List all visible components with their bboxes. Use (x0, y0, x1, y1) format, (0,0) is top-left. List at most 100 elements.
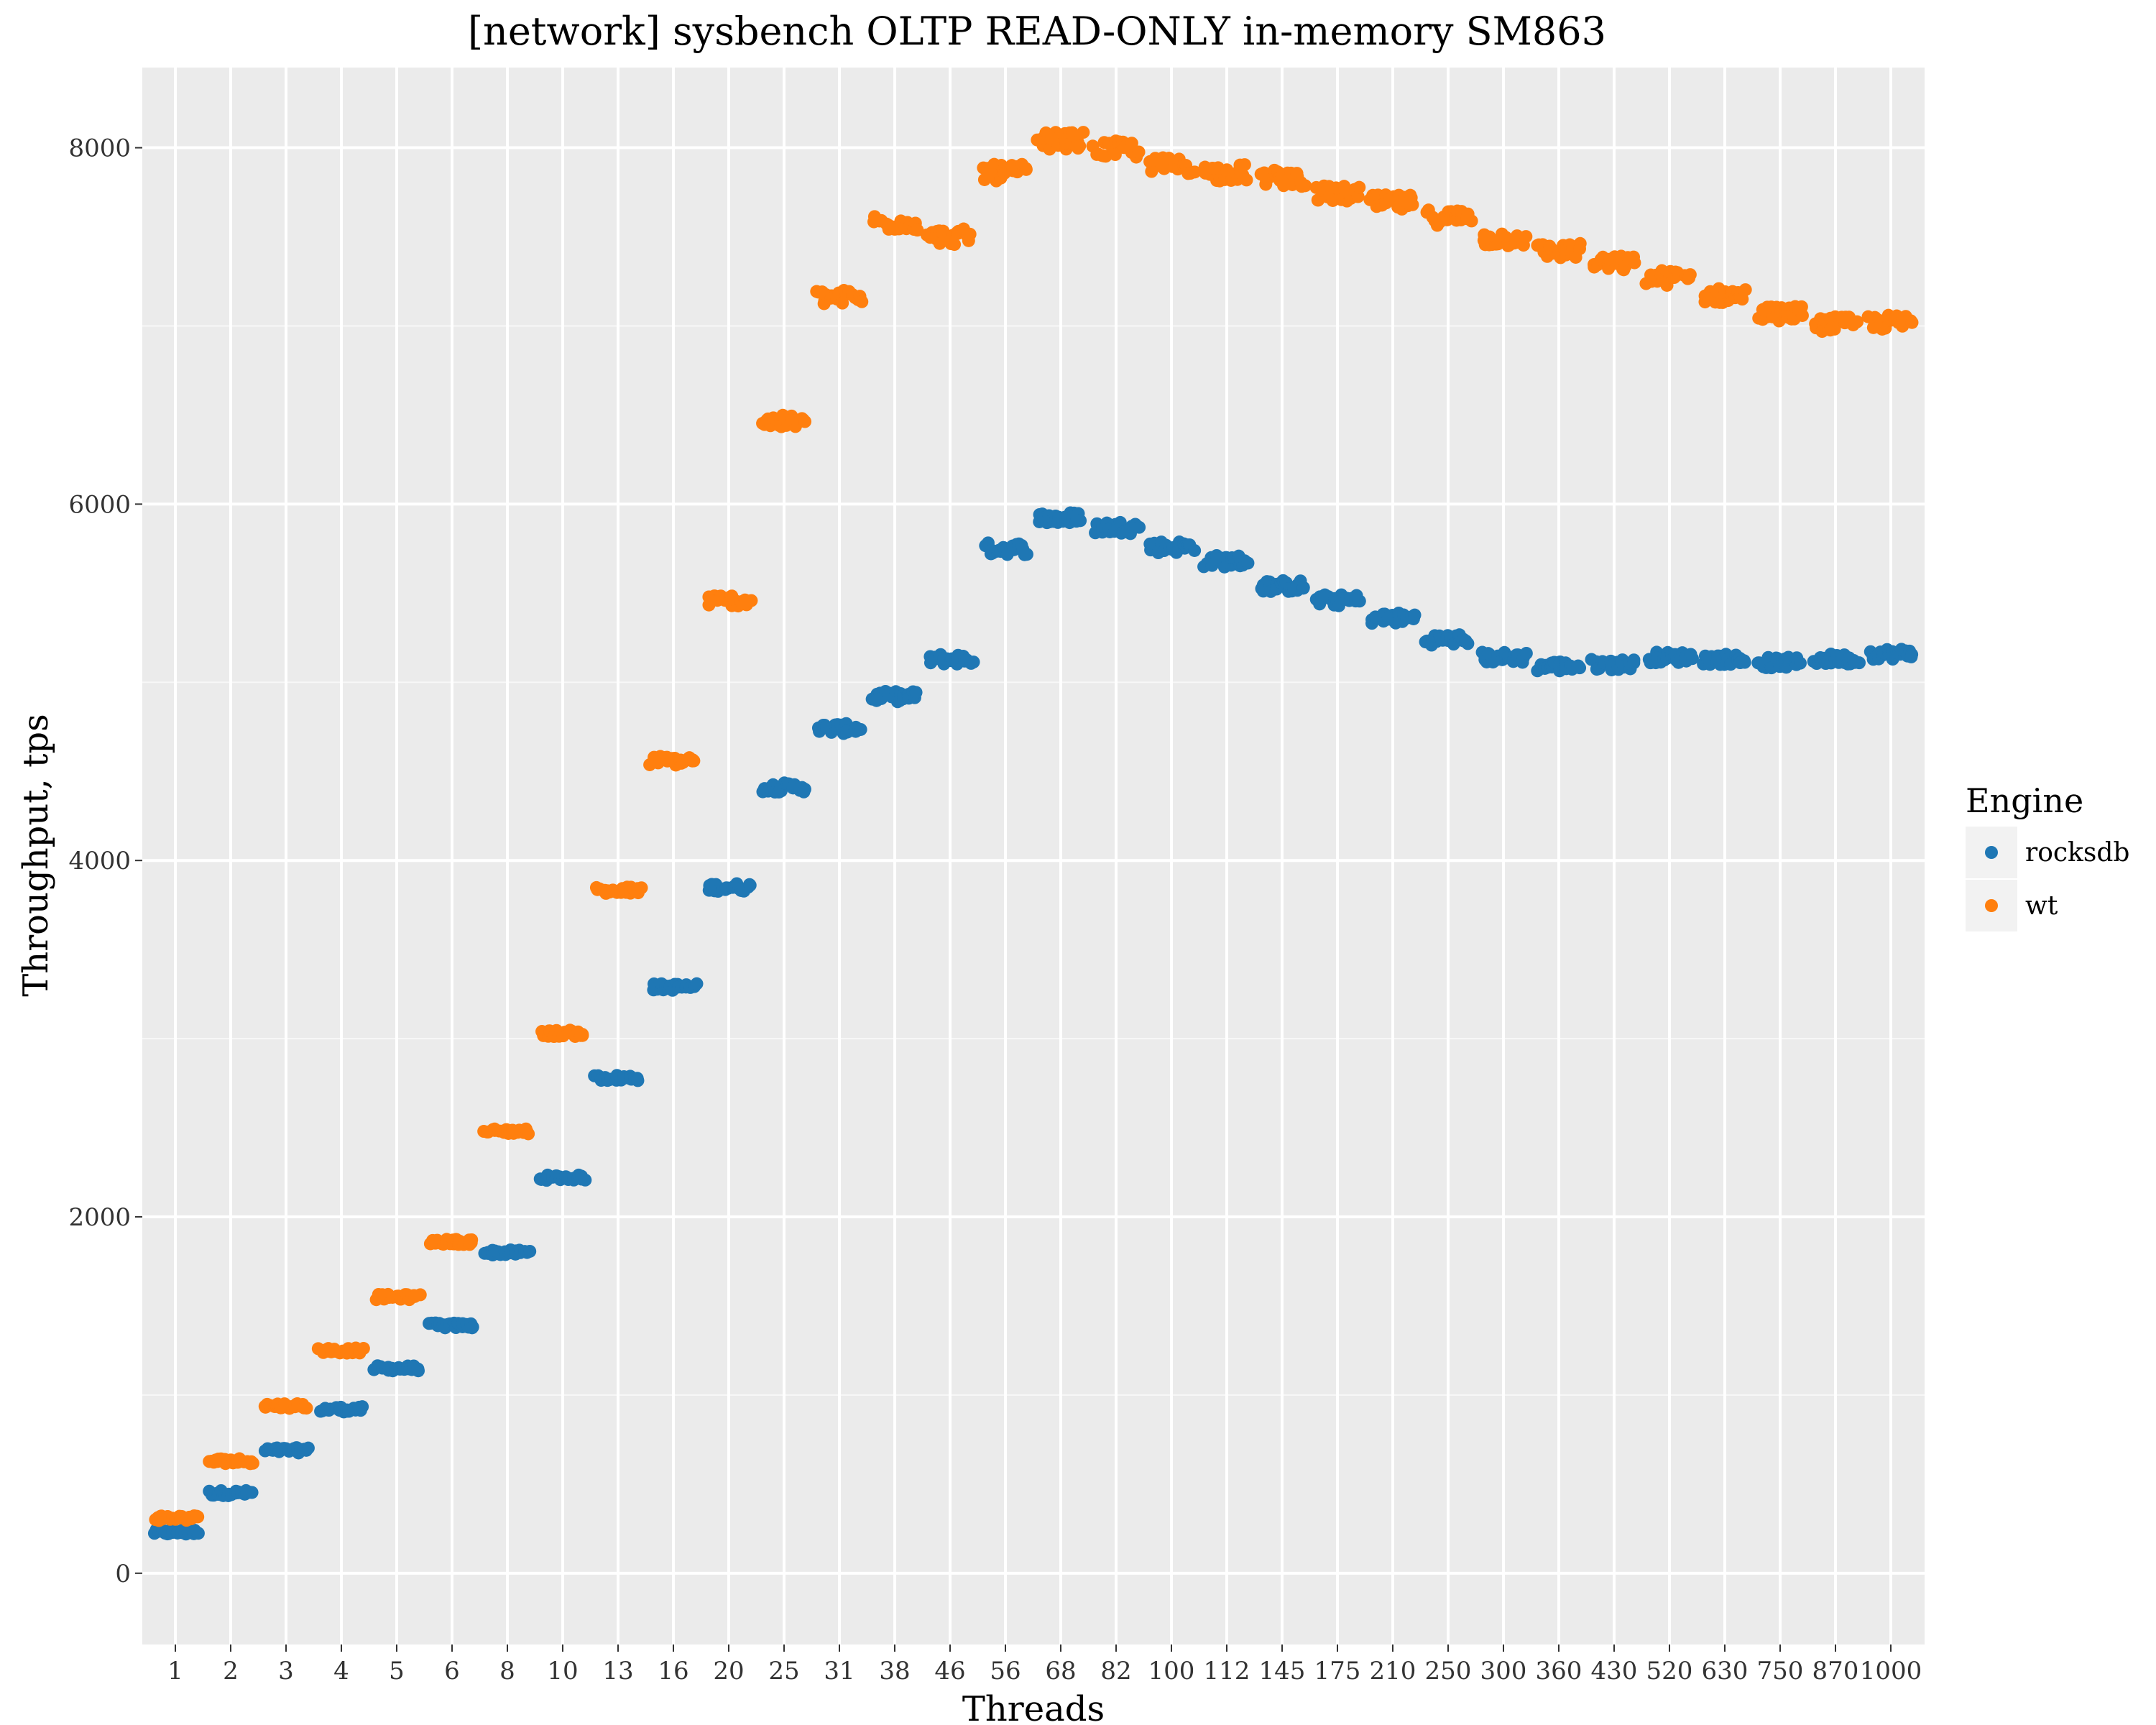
point-wt (798, 415, 812, 428)
series-wt (149, 126, 1919, 1527)
chart-title: [network] sysbench OLTP READ-ONLY in-mem… (468, 9, 1606, 54)
x-tick-label: 630 (1702, 1657, 1749, 1685)
point-wt (356, 1342, 370, 1356)
legend: Engine rocksdb wt (1966, 781, 2129, 932)
point-wt (522, 1127, 535, 1141)
point-wt (855, 295, 869, 308)
point-rocksdb (909, 686, 923, 699)
x-tick-label: 6 (444, 1657, 460, 1685)
point-wt (576, 1029, 589, 1042)
point-rocksdb (631, 1074, 645, 1087)
point-wt (246, 1456, 259, 1470)
point-rocksdb (1904, 650, 1918, 663)
legend-label-wt: wt (2025, 891, 2058, 921)
point-rocksdb (1852, 656, 1866, 670)
legend-title: Engine (1966, 781, 2083, 820)
point-wt (1406, 198, 1419, 211)
point-rocksdb (523, 1244, 537, 1258)
y-axis-title: Throughput, tps (16, 714, 56, 996)
x-tick-label: 210 (1370, 1657, 1416, 1685)
point-wt (300, 1402, 313, 1415)
point-rocksdb (1296, 581, 1310, 594)
point-rocksdb (1408, 608, 1422, 622)
x-tick-label: 520 (1646, 1657, 1693, 1685)
point-rocksdb (1188, 543, 1202, 557)
x-tick-label: 38 (879, 1657, 910, 1685)
point-wt (1851, 315, 1864, 328)
y-tick-label: 0 (115, 1560, 131, 1588)
point-wt (1240, 173, 1253, 187)
point-wt (745, 594, 758, 607)
legend-key-wt (1985, 899, 1998, 912)
point-wt (1905, 316, 1919, 329)
point-wt (1125, 137, 1138, 150)
x-tick-label: 46 (934, 1657, 965, 1685)
x-tick-label: 1 (167, 1657, 183, 1685)
plot-panel (142, 68, 1925, 1644)
y-axis-ticks: 0 2000 4000 6000 8000 (68, 134, 142, 1588)
series-rocksdb (147, 506, 1919, 1541)
x-tick-label: 175 (1314, 1657, 1361, 1685)
point-wt (1132, 145, 1146, 159)
point-rocksdb (244, 1486, 257, 1499)
x-tick-label: 31 (824, 1657, 854, 1685)
y-tick-label: 2000 (68, 1203, 131, 1232)
point-wt (1628, 256, 1641, 270)
x-tick-label: 100 (1148, 1657, 1195, 1685)
point-rocksdb (743, 878, 757, 892)
point-wt (1573, 236, 1587, 250)
point-wt (687, 754, 701, 768)
x-tick-label: 250 (1425, 1657, 1472, 1685)
point-rocksdb (1353, 594, 1366, 608)
point-rocksdb (1738, 656, 1751, 669)
x-tick-label: 430 (1591, 1657, 1638, 1685)
x-tick-label: 4 (333, 1657, 349, 1685)
x-tick-label: 3 (278, 1657, 294, 1685)
x-tick-label: 112 (1204, 1657, 1250, 1685)
x-tick-label: 5 (389, 1657, 405, 1685)
point-rocksdb (1572, 659, 1585, 673)
point-wt (191, 1510, 205, 1524)
point-wt (1465, 214, 1478, 228)
point-rocksdb (1793, 656, 1807, 670)
x-tick-label: 82 (1100, 1657, 1131, 1685)
legend-key-rocksdb (1985, 846, 1998, 859)
y-tick-label: 6000 (68, 490, 131, 519)
point-rocksdb (411, 1362, 425, 1376)
y-tick-label: 4000 (68, 847, 131, 875)
point-rocksdb (798, 783, 811, 796)
point-rocksdb (191, 1527, 205, 1540)
point-rocksdb (1519, 646, 1533, 660)
point-rocksdb (1074, 514, 1087, 528)
x-tick-label: 1000 (1860, 1657, 1922, 1685)
point-wt (1238, 158, 1251, 172)
point-wt (1019, 162, 1033, 176)
point-rocksdb (1241, 556, 1255, 570)
x-tick-label: 750 (1757, 1657, 1804, 1685)
point-wt (1072, 142, 1085, 155)
grid-lines (142, 68, 1925, 1644)
point-rocksdb (465, 1321, 479, 1335)
x-tick-label: 10 (547, 1657, 578, 1685)
point-rocksdb (1627, 653, 1641, 667)
point-wt (1299, 179, 1312, 193)
point-rocksdb (1133, 520, 1146, 534)
point-wt (1188, 165, 1202, 179)
point-wt (1077, 126, 1090, 139)
x-axis-title: Threads (962, 1689, 1105, 1725)
point-wt (465, 1233, 479, 1246)
point-wt (1519, 230, 1533, 244)
x-axis-ticks: 1 2 3 4 5 6 8 10 13 16 20 25 31 38 46 56 68 82 100 112 145 17… (167, 1644, 1922, 1685)
x-tick-label: 300 (1480, 1657, 1527, 1685)
point-wt (1682, 271, 1696, 285)
point-rocksdb (854, 722, 867, 736)
point-rocksdb (690, 977, 704, 990)
point-wt (635, 881, 648, 895)
point-wt (1795, 308, 1809, 322)
x-tick-label: 360 (1536, 1657, 1583, 1685)
point-wt (1738, 283, 1752, 297)
point-wt (948, 238, 962, 252)
x-tick-label: 870 (1812, 1657, 1859, 1685)
x-tick-label: 2 (223, 1657, 239, 1685)
